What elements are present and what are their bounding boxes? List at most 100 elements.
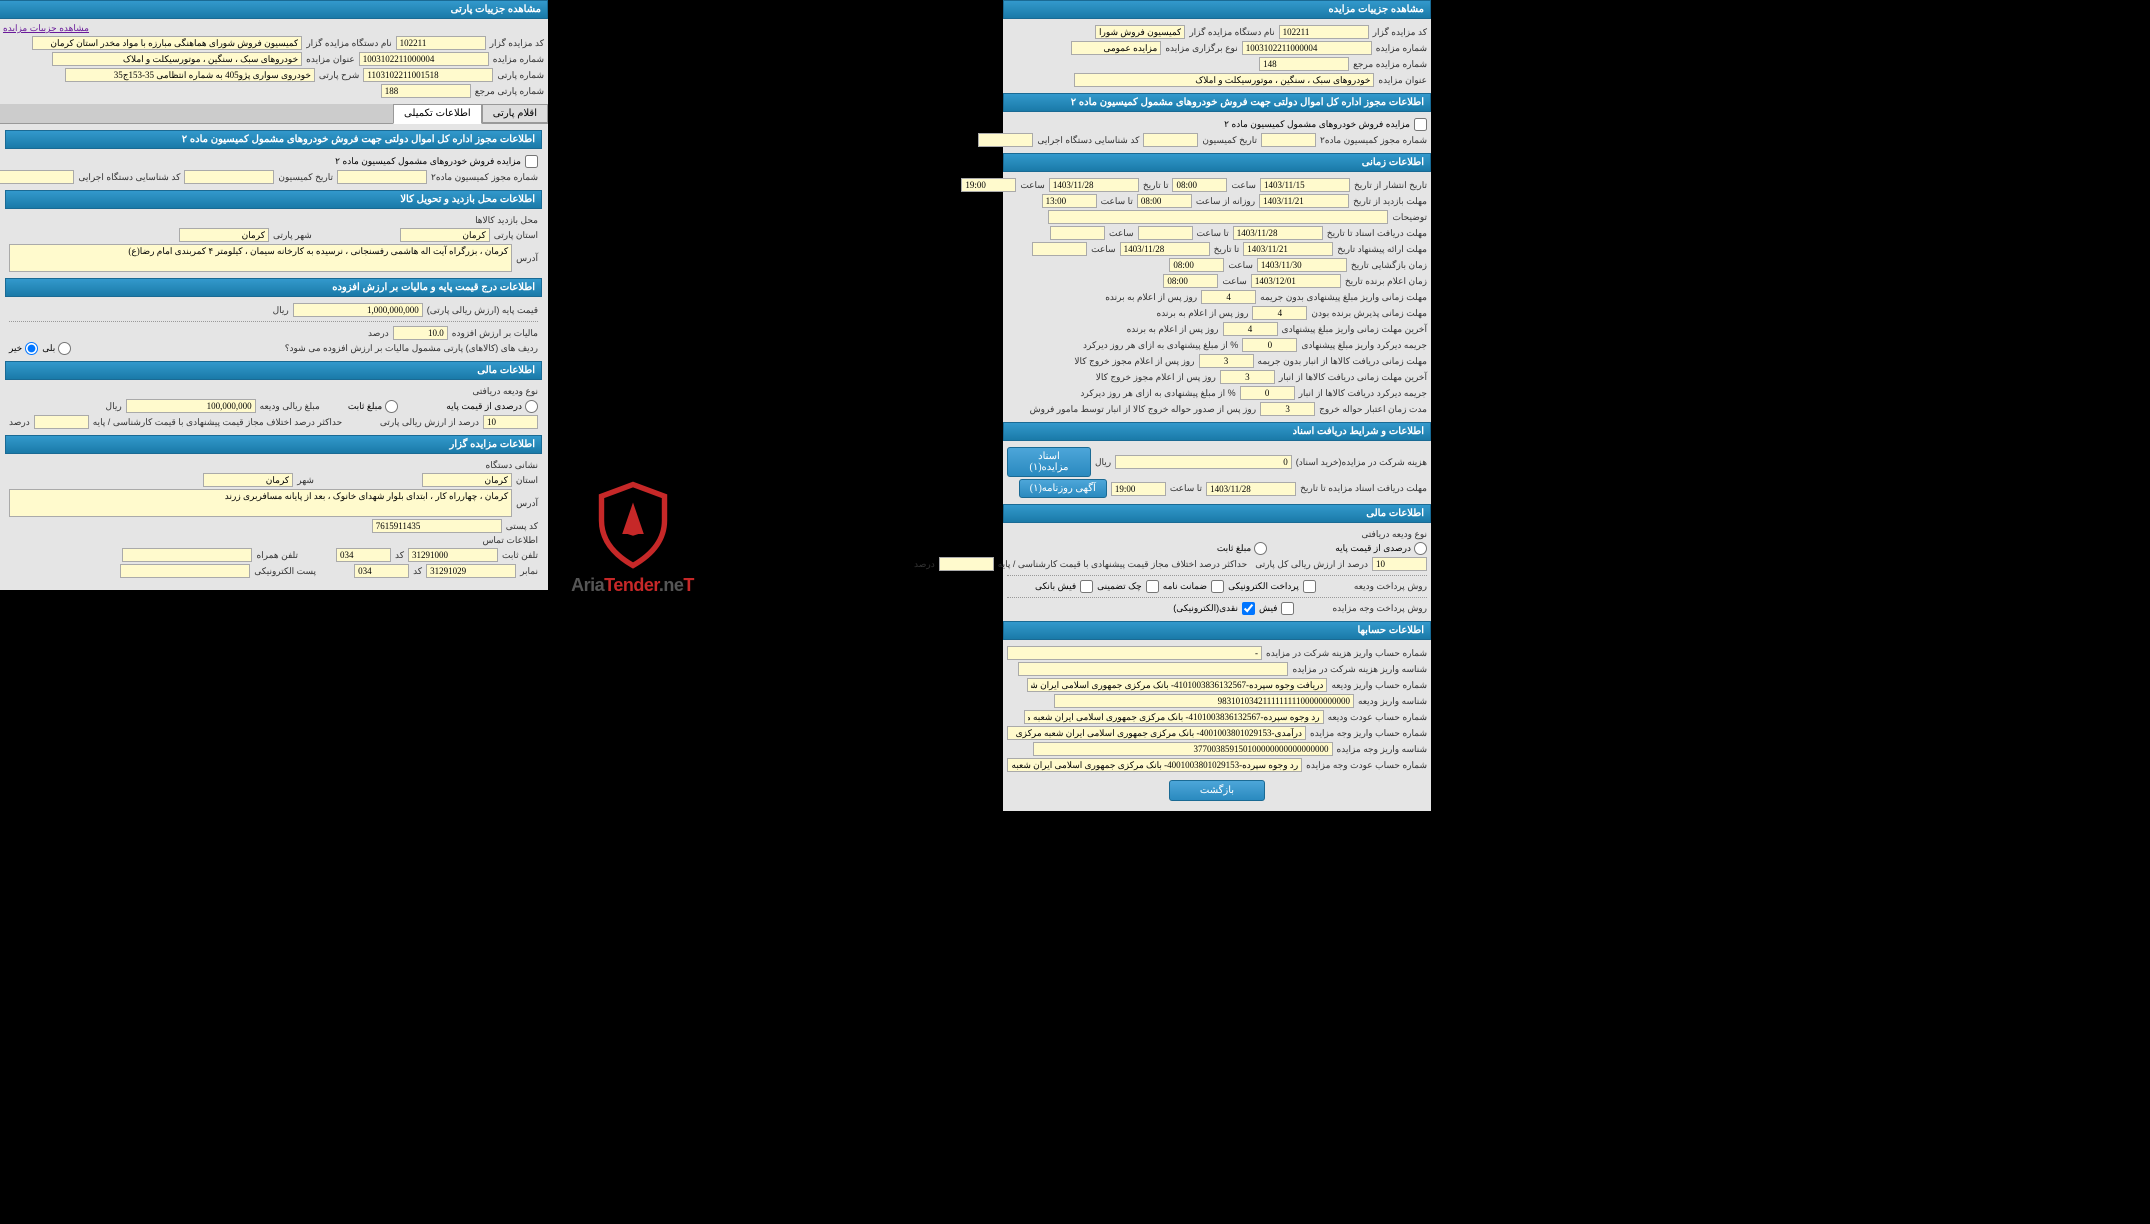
radio-yes[interactable] bbox=[59, 342, 72, 355]
inp-acc1[interactable] bbox=[1008, 646, 1263, 660]
inp-acc8[interactable] bbox=[1008, 758, 1303, 772]
inp-limit[interactable] bbox=[1200, 354, 1255, 368]
inp-pubfrom[interactable] bbox=[1261, 178, 1351, 192]
inp-tel[interactable] bbox=[409, 548, 499, 562]
inp-dldate[interactable] bbox=[1207, 482, 1297, 496]
inp-party[interactable] bbox=[364, 68, 494, 82]
inp-docfrom[interactable] bbox=[1234, 226, 1324, 240]
inp-mobile[interactable] bbox=[123, 548, 253, 562]
inp-prov2[interactable] bbox=[423, 473, 513, 487]
inp-doch[interactable] bbox=[1139, 226, 1194, 240]
inp-name[interactable] bbox=[1096, 25, 1186, 39]
inp-h2[interactable] bbox=[962, 178, 1017, 192]
inp-limit[interactable] bbox=[1243, 338, 1298, 352]
inp-lcode[interactable] bbox=[397, 36, 487, 50]
inp-limit[interactable] bbox=[1202, 290, 1257, 304]
inp-excode[interactable] bbox=[979, 133, 1034, 147]
link-details[interactable]: مشاهده جزییات مزایده bbox=[4, 23, 90, 33]
inp-ltitle[interactable] bbox=[53, 52, 303, 66]
inp-pdesc[interactable] bbox=[66, 68, 316, 82]
inp-lauth[interactable] bbox=[338, 170, 428, 184]
inp-offerto[interactable] bbox=[1121, 242, 1211, 256]
inp-email[interactable] bbox=[121, 564, 251, 578]
inp-limit[interactable] bbox=[1261, 402, 1316, 416]
inp-num[interactable] bbox=[1243, 41, 1373, 55]
inp-type[interactable] bbox=[1072, 41, 1162, 55]
inp-lmaxdiff[interactable] bbox=[35, 415, 90, 429]
inp-cost[interactable] bbox=[1116, 455, 1293, 469]
inp-lname[interactable] bbox=[33, 36, 303, 50]
inp-ref[interactable] bbox=[1260, 57, 1350, 71]
inp-base[interactable] bbox=[294, 303, 424, 317]
inp-acc4[interactable] bbox=[1055, 694, 1355, 708]
inp-post[interactable] bbox=[373, 519, 503, 533]
inp-doch2[interactable] bbox=[1051, 226, 1106, 240]
inp-limit[interactable] bbox=[1253, 306, 1308, 320]
inp-pref[interactable] bbox=[382, 84, 472, 98]
left-h3: اطلاعات محل بازدید و تحویل کالا bbox=[6, 190, 543, 209]
inp-limit[interactable] bbox=[1241, 386, 1296, 400]
inp-openh[interactable] bbox=[1170, 258, 1225, 272]
inp-addr[interactable] bbox=[10, 244, 513, 272]
tab-items[interactable]: اقلام پارتی bbox=[483, 104, 549, 123]
inp-lnum[interactable] bbox=[360, 52, 490, 66]
chk-guar[interactable] bbox=[1212, 580, 1225, 593]
inp-maxdiff[interactable] bbox=[940, 557, 995, 571]
chk-fish[interactable] bbox=[1081, 580, 1094, 593]
radio-lbasepct[interactable] bbox=[526, 400, 539, 413]
inp-kod[interactable] bbox=[337, 548, 392, 562]
inp-acc5[interactable] bbox=[1025, 710, 1325, 724]
inp-dh1[interactable] bbox=[1138, 194, 1193, 208]
inp-title[interactable] bbox=[1075, 73, 1375, 87]
inp-auth[interactable] bbox=[1262, 133, 1317, 147]
inp-acc3[interactable] bbox=[1028, 678, 1328, 692]
btn-back[interactable]: بازگشت bbox=[1170, 780, 1266, 801]
chk-elec[interactable] bbox=[1243, 602, 1256, 615]
radio-fixed[interactable] bbox=[1255, 542, 1268, 555]
inp-addr2[interactable] bbox=[10, 489, 513, 517]
left-h2: اطلاعات مجوز اداره کل اموال دولتی جهت فر… bbox=[6, 130, 543, 149]
btn-docs[interactable]: اسناد مزایده(۱) bbox=[1008, 447, 1092, 477]
radio-no[interactable] bbox=[26, 342, 39, 355]
btn-ad[interactable]: آگهی روزنامه(۱) bbox=[1020, 479, 1108, 498]
inp-cdate[interactable] bbox=[1144, 133, 1199, 147]
inp-code[interactable] bbox=[1280, 25, 1370, 39]
chk-lmad2[interactable] bbox=[526, 155, 539, 168]
inp-tax[interactable] bbox=[394, 326, 449, 340]
inp-depamt[interactable] bbox=[127, 399, 257, 413]
inp-notes[interactable] bbox=[1049, 210, 1389, 224]
inp-pubto[interactable] bbox=[1050, 178, 1140, 192]
inp-prov[interactable] bbox=[401, 228, 491, 242]
inp-announceh[interactable] bbox=[1164, 274, 1219, 288]
inp-h1[interactable] bbox=[1173, 178, 1228, 192]
chk-fish2[interactable] bbox=[1282, 602, 1295, 615]
inp-open[interactable] bbox=[1258, 258, 1348, 272]
inp-acc2[interactable] bbox=[1019, 662, 1289, 676]
tab-info[interactable]: اطلاعات تکمیلی bbox=[394, 104, 483, 124]
radio-lfixed[interactable] bbox=[386, 400, 399, 413]
inp-city[interactable] bbox=[180, 228, 270, 242]
radio-pct[interactable] bbox=[1415, 542, 1428, 555]
inp-10[interactable] bbox=[1373, 557, 1428, 571]
inp-limit[interactable] bbox=[1221, 370, 1276, 384]
inp-dlh[interactable] bbox=[1112, 482, 1167, 496]
inp-lexcode[interactable] bbox=[0, 170, 75, 184]
lbl-name: نام دستگاه مزایده گزار bbox=[1190, 27, 1275, 38]
inp-dh2[interactable] bbox=[1043, 194, 1098, 208]
inp-offer[interactable] bbox=[1244, 242, 1334, 256]
inp-visit[interactable] bbox=[1260, 194, 1350, 208]
inp-city2[interactable] bbox=[204, 473, 294, 487]
chk-chk[interactable] bbox=[1147, 580, 1160, 593]
chk-mad2[interactable] bbox=[1415, 118, 1428, 131]
inp-fax[interactable] bbox=[427, 564, 517, 578]
inp-announce[interactable] bbox=[1252, 274, 1342, 288]
inp-acc6[interactable] bbox=[1008, 726, 1307, 740]
inp-lcdate[interactable] bbox=[185, 170, 275, 184]
inp-offerh[interactable] bbox=[1033, 242, 1088, 256]
inp-kod2[interactable] bbox=[355, 564, 410, 578]
left-h5: اطلاعات مالی bbox=[6, 361, 543, 380]
inp-limit[interactable] bbox=[1224, 322, 1279, 336]
chk-epay[interactable] bbox=[1304, 580, 1317, 593]
inp-l10[interactable] bbox=[484, 415, 539, 429]
inp-acc7[interactable] bbox=[1034, 742, 1334, 756]
